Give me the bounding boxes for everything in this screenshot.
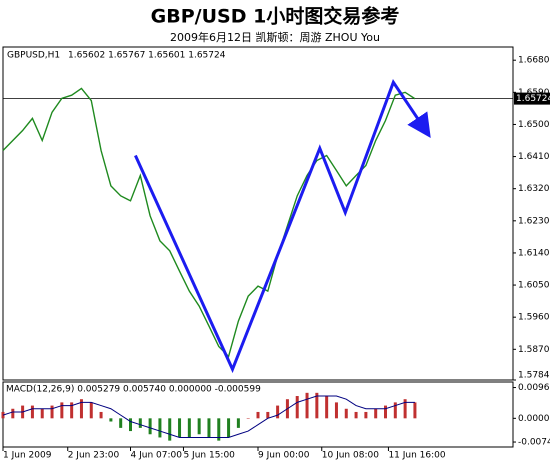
macd-bar xyxy=(325,396,329,419)
macd-bar xyxy=(109,418,113,422)
x-tick-label: 2 Jun 23:00 xyxy=(68,451,120,461)
macd-bar xyxy=(364,411,368,419)
macd-bar xyxy=(129,418,132,432)
x-tick-label: 1 Jun 2009 xyxy=(3,451,52,461)
macd-bar xyxy=(276,405,280,419)
macd-bar xyxy=(236,418,240,428)
macd-bar xyxy=(315,392,319,419)
macd-bar xyxy=(344,408,348,419)
x-tick-label: 5 Jun 15:00 xyxy=(183,451,235,461)
y-tick-label: 0.00000 xyxy=(518,414,550,424)
macd-bar xyxy=(393,402,397,419)
macd-bar xyxy=(158,418,162,438)
macd-bar xyxy=(60,402,64,419)
x-tick-label: 11 Jun 16:00 xyxy=(388,451,445,461)
macd-bar xyxy=(99,411,103,419)
macd-bar xyxy=(40,408,44,419)
macd-label: MACD(12,26,9) 0.005279 0.005740 0.000000… xyxy=(6,385,261,395)
signal-line xyxy=(2,395,415,438)
y-tick-label: 1.61400 xyxy=(518,248,550,258)
y-tick-label: 1.64100 xyxy=(518,152,550,162)
macd-bar xyxy=(50,405,54,419)
macd-bar xyxy=(374,408,378,419)
macd-bar xyxy=(305,392,309,419)
macd-bar xyxy=(11,408,15,419)
macd-bar xyxy=(217,418,221,441)
macd-bar xyxy=(187,418,191,438)
macd-bar xyxy=(354,411,358,419)
macd-bar xyxy=(119,418,123,428)
macd-bar xyxy=(79,399,83,419)
y-tick-label: 1.62300 xyxy=(518,216,550,226)
y-tick-label: 1.57840 xyxy=(518,371,550,381)
macd-bar xyxy=(403,399,407,419)
y-tick-label: 1.65000 xyxy=(518,120,550,130)
macd-bar xyxy=(295,396,299,419)
macd-bar xyxy=(178,418,182,438)
macd-bar xyxy=(148,418,152,435)
price-line xyxy=(2,87,416,358)
last-price-label: 1.65724 xyxy=(516,94,550,104)
trend-line xyxy=(134,79,431,374)
macd-bar xyxy=(197,418,201,435)
macd-bar xyxy=(89,402,93,419)
macd-bar xyxy=(413,402,417,419)
main-frame xyxy=(2,46,514,381)
y-tick-label: 1.58700 xyxy=(518,345,550,355)
symbol-label: GBPUSD,H1 xyxy=(7,51,60,61)
y-tick-label: 1.59600 xyxy=(518,313,550,323)
macd-bar xyxy=(30,405,34,419)
macd-bar xyxy=(70,402,74,419)
x-tick-label: 4 Jun 07:00 xyxy=(131,451,183,461)
y-tick-label: 0.00966 xyxy=(518,383,550,393)
macd-bar xyxy=(384,405,387,419)
macd-bar xyxy=(138,418,142,428)
macd-bar xyxy=(334,402,338,419)
macd-bar xyxy=(256,411,260,419)
chart-title: GBP/USD 1小时图交易参考 xyxy=(151,5,400,28)
y-tick-label: 1.60500 xyxy=(518,281,550,291)
x-tick-label: 9 Jun 00:00 xyxy=(258,451,310,461)
macd-bar xyxy=(168,418,172,441)
macd-bar xyxy=(227,418,231,438)
last-price-box xyxy=(514,92,550,105)
macd-bar xyxy=(207,418,211,438)
y-tick-label: -0.00744 xyxy=(518,438,550,448)
macd-bar xyxy=(246,418,250,419)
ohlc-label: 1.65602 1.65767 1.65601 1.65724 xyxy=(68,51,226,61)
macd-bar xyxy=(266,411,270,419)
y-tick-label: 1.66800 xyxy=(518,56,550,66)
y-tick-label: 1.63200 xyxy=(518,184,550,194)
chart-subtitle: 2009年6月12日 凯斯顿：周游 ZHOU You xyxy=(170,30,380,44)
x-tick-label: 10 Jun 08:00 xyxy=(322,451,379,461)
